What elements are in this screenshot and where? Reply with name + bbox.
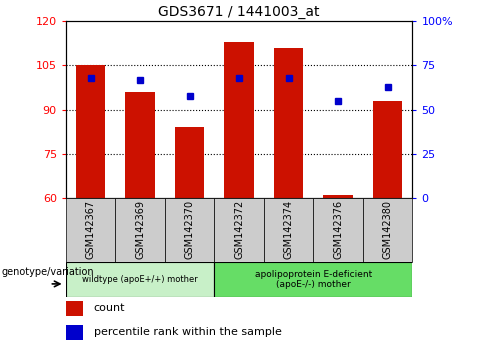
- Text: percentile rank within the sample: percentile rank within the sample: [94, 327, 282, 337]
- Text: GSM142374: GSM142374: [284, 200, 294, 259]
- Bar: [313, 198, 363, 262]
- Text: wildtype (apoE+/+) mother: wildtype (apoE+/+) mother: [82, 275, 198, 284]
- Bar: [264, 198, 313, 262]
- Bar: [323, 195, 353, 198]
- Title: GDS3671 / 1441003_at: GDS3671 / 1441003_at: [159, 5, 320, 19]
- Bar: [373, 101, 403, 198]
- Bar: [224, 42, 254, 198]
- Bar: [66, 325, 83, 340]
- Text: genotype/variation: genotype/variation: [1, 267, 94, 277]
- Text: GSM142376: GSM142376: [333, 200, 343, 259]
- Text: GSM142372: GSM142372: [234, 200, 244, 259]
- Text: apolipoprotein E-deficient
(apoE-/-) mother: apolipoprotein E-deficient (apoE-/-) mot…: [255, 270, 372, 289]
- Text: count: count: [94, 303, 125, 313]
- Bar: [214, 262, 412, 297]
- Text: GSM142369: GSM142369: [135, 200, 145, 259]
- Bar: [76, 65, 105, 198]
- Bar: [274, 48, 304, 198]
- Bar: [214, 198, 264, 262]
- Bar: [66, 301, 83, 316]
- Bar: [363, 198, 412, 262]
- Bar: [66, 198, 115, 262]
- Text: GSM142370: GSM142370: [184, 200, 195, 259]
- Bar: [66, 262, 214, 297]
- Text: GSM142380: GSM142380: [383, 200, 393, 259]
- Bar: [115, 198, 165, 262]
- Text: GSM142367: GSM142367: [85, 200, 96, 259]
- Bar: [175, 127, 204, 198]
- Bar: [165, 198, 214, 262]
- Bar: [125, 92, 155, 198]
